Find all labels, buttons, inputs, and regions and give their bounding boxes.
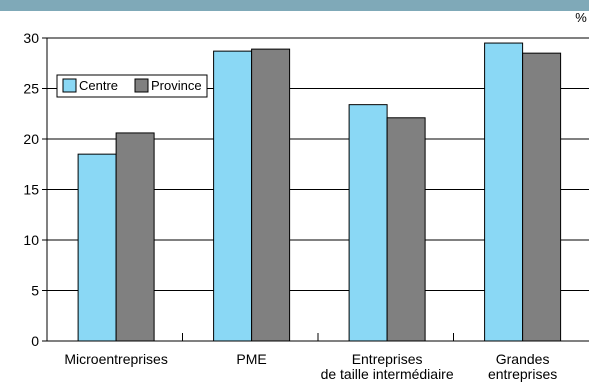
- x-category-label: Microentreprises: [64, 351, 167, 367]
- bar-centre: [349, 105, 387, 341]
- bar-province: [387, 118, 425, 341]
- bar-province: [523, 53, 561, 341]
- bar-centre: [485, 43, 523, 341]
- legend-label-centre: Centre: [79, 78, 118, 93]
- bar-province: [116, 133, 154, 341]
- legend: Centre Province: [57, 75, 207, 97]
- x-category-label: Entreprises de taille intermédiaire: [321, 351, 454, 382]
- unit-label: %: [575, 10, 587, 25]
- x-category-label: Grandes entreprises: [488, 351, 557, 382]
- y-tick-label: 25: [23, 81, 39, 97]
- bar-province: [252, 49, 290, 341]
- bar-centre: [78, 154, 116, 341]
- y-tick-label: 0: [31, 333, 39, 349]
- bar-centre: [214, 51, 252, 341]
- y-tick-label: 20: [23, 131, 39, 147]
- y-tick-label: 15: [23, 182, 39, 198]
- y-tick-label: 10: [23, 232, 39, 248]
- y-tick-label: 5: [31, 283, 39, 299]
- legend-swatch-centre: [63, 79, 76, 92]
- x-category-label: PME: [236, 351, 266, 367]
- legend-swatch-province: [135, 79, 148, 92]
- legend-label-province: Province: [151, 78, 202, 93]
- y-tick-label: 30: [23, 30, 39, 46]
